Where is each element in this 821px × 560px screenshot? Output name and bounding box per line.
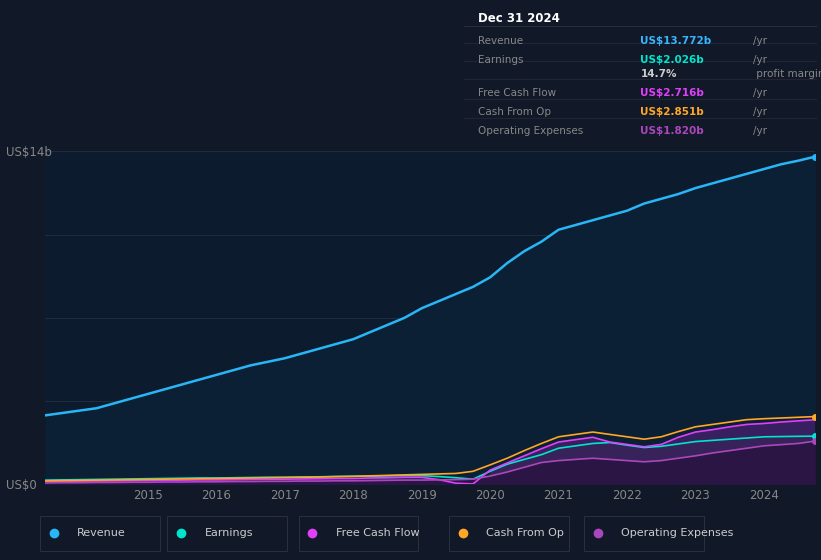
Text: Free Cash Flow: Free Cash Flow (336, 529, 420, 538)
Text: Cash From Op: Cash From Op (486, 529, 564, 538)
Text: /yr: /yr (754, 88, 768, 98)
Text: US$2.026b: US$2.026b (640, 55, 704, 64)
Text: US$2.851b: US$2.851b (640, 108, 704, 118)
Text: Operating Expenses: Operating Expenses (478, 127, 583, 137)
Text: Revenue: Revenue (478, 35, 523, 45)
Text: /yr: /yr (754, 127, 768, 137)
Text: Earnings: Earnings (478, 55, 524, 64)
Text: Revenue: Revenue (77, 529, 126, 538)
Text: Operating Expenses: Operating Expenses (621, 529, 733, 538)
Text: 14.7%: 14.7% (640, 69, 677, 79)
Text: US$1.820b: US$1.820b (640, 127, 704, 137)
Text: /yr: /yr (754, 35, 768, 45)
Text: US$13.772b: US$13.772b (640, 35, 712, 45)
Text: Earnings: Earnings (204, 529, 253, 538)
Text: /yr: /yr (754, 55, 768, 64)
Text: Cash From Op: Cash From Op (478, 108, 551, 118)
Text: Dec 31 2024: Dec 31 2024 (478, 12, 560, 25)
Text: profit margin: profit margin (754, 69, 821, 79)
Text: Free Cash Flow: Free Cash Flow (478, 88, 556, 98)
Text: /yr: /yr (754, 108, 768, 118)
Text: US$2.716b: US$2.716b (640, 88, 704, 98)
